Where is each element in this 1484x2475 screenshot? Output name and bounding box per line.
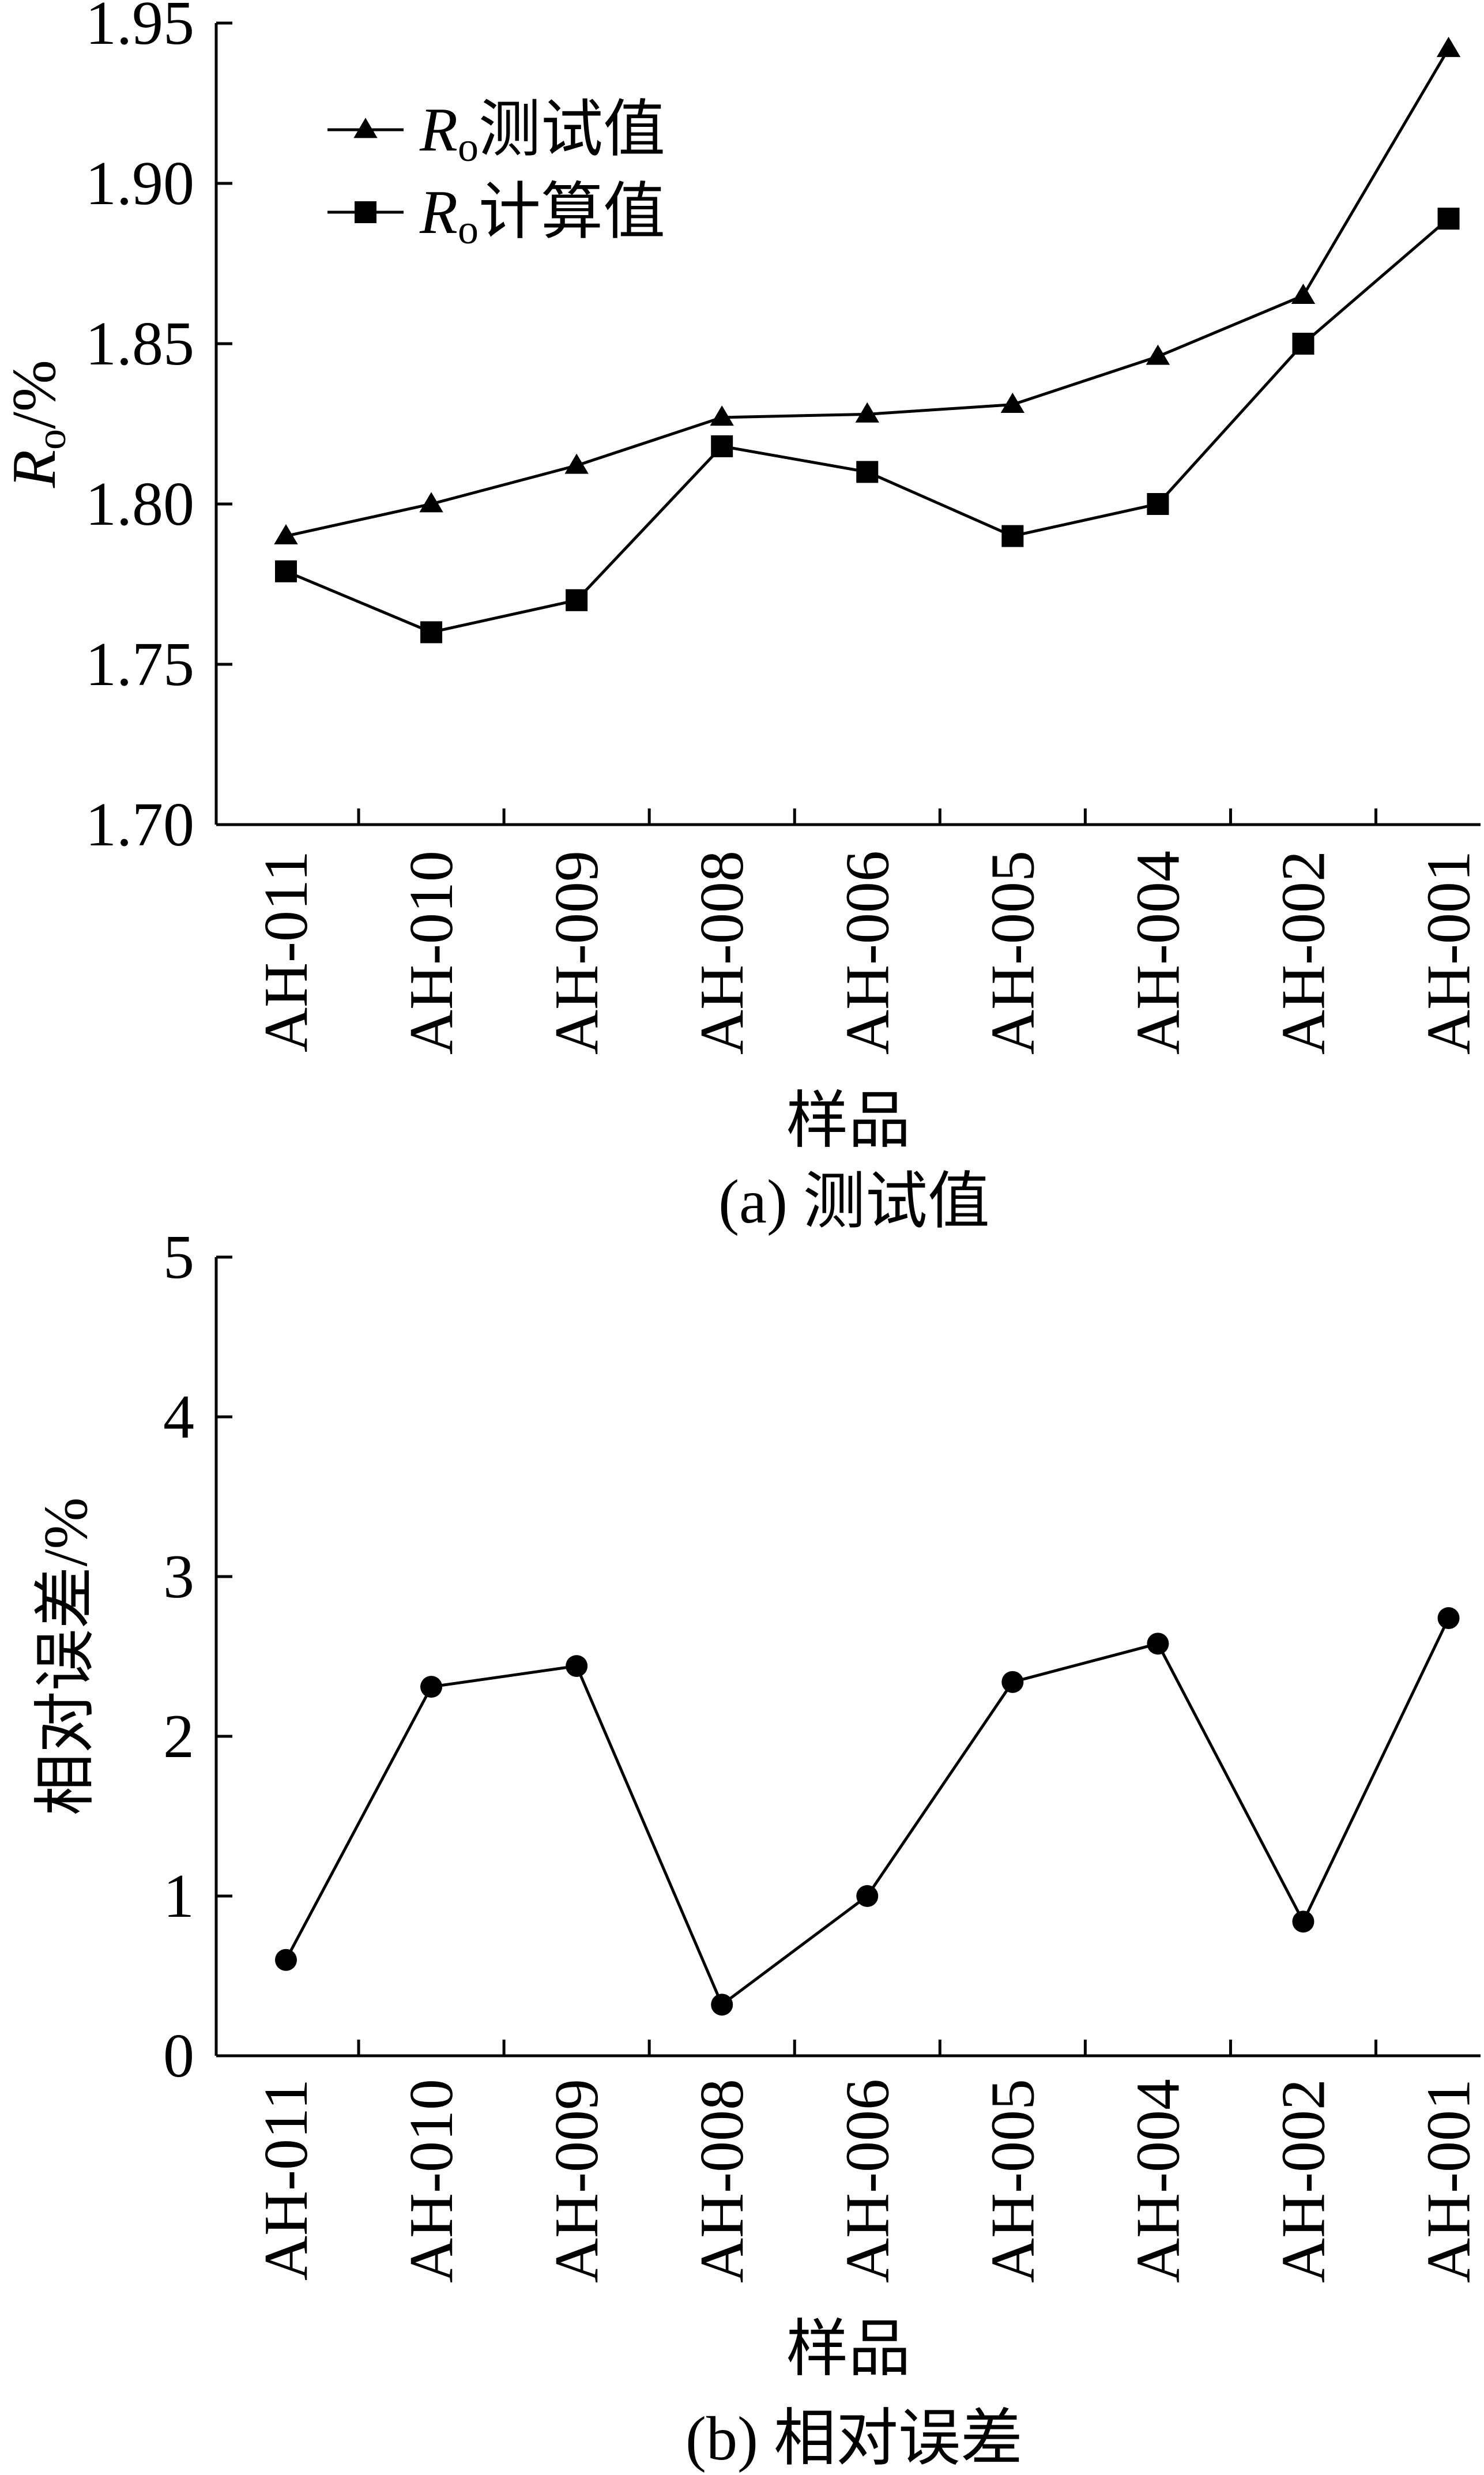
data-point bbox=[1291, 283, 1316, 304]
y-tick-label: 1.85 bbox=[85, 310, 194, 378]
y-tick-label: 1.80 bbox=[85, 470, 194, 539]
y-tick-label: 5 bbox=[163, 1223, 194, 1292]
legend-label-sub: o bbox=[458, 206, 479, 253]
data-point bbox=[274, 560, 297, 582]
chart-caption: (a) 测试值 bbox=[718, 1168, 990, 1236]
x-category-label: AH-004 bbox=[1124, 2079, 1192, 2283]
x-category-label: AH-011 bbox=[252, 851, 321, 1052]
data-point bbox=[564, 453, 589, 474]
x-category-label: AH-001 bbox=[1415, 851, 1483, 1055]
data-point bbox=[1000, 392, 1025, 413]
y-tick-label: 1.90 bbox=[85, 149, 194, 218]
x-category-label: AH-005 bbox=[978, 851, 1047, 1055]
x-category-label: AH-008 bbox=[688, 2079, 756, 2283]
y-tick-label: 1.75 bbox=[85, 630, 194, 699]
y-axis-title-rest: /% bbox=[0, 360, 69, 429]
legend-marker bbox=[353, 118, 378, 138]
data-point bbox=[1436, 36, 1461, 57]
data-point bbox=[855, 402, 879, 423]
x-category-label: AH-006 bbox=[833, 851, 902, 1055]
y-tick-label: 1 bbox=[163, 1862, 194, 1931]
series-line bbox=[284, 1617, 1450, 2007]
data-point bbox=[274, 1949, 297, 1971]
data-point bbox=[1437, 208, 1460, 230]
chart-b: 0 1 2 3 4 5 AH-011 AH-010 AH-009 AH-008 AH-006 AH-0… bbox=[32, 1223, 1483, 2473]
data-point bbox=[1292, 1910, 1314, 1933]
y-axis-title: 相对误差/% bbox=[32, 1498, 100, 1816]
y-tick-label: 0 bbox=[163, 2022, 194, 2090]
data-point bbox=[1292, 333, 1314, 355]
x-category-label: AH-006 bbox=[833, 2079, 902, 2283]
data-point bbox=[420, 621, 443, 644]
legend-label-main: R bbox=[419, 178, 458, 247]
x-category-label: AH-010 bbox=[397, 2079, 466, 2283]
data-point bbox=[566, 589, 588, 611]
x-category-label: AH-004 bbox=[1124, 851, 1192, 1055]
legend-label: Ro测试值 bbox=[419, 96, 665, 170]
legend-label-sub: o bbox=[458, 124, 479, 170]
data-point bbox=[1001, 525, 1024, 547]
legend-label-main: R bbox=[419, 96, 458, 164]
legend-label-rest: 测试值 bbox=[479, 96, 665, 164]
x-category-label: AH-002 bbox=[1269, 851, 1338, 1055]
chart-a: 1.70 1.75 1.80 1.85 1.90 1.95 AH-011 AH-010 AH-0… bbox=[0, 0, 1483, 1236]
y-tick-label: 2 bbox=[163, 1702, 194, 1771]
data-point bbox=[1147, 1633, 1169, 1655]
legend-label-rest: 计算值 bbox=[479, 178, 665, 247]
y-tick-label: 4 bbox=[163, 1383, 194, 1451]
y-axis-title-main: R bbox=[0, 450, 69, 488]
data-point bbox=[1146, 344, 1170, 365]
series-line bbox=[285, 217, 1450, 634]
series-1 bbox=[274, 36, 1461, 544]
x-category-label: AH-009 bbox=[543, 851, 611, 1055]
chart-caption: (b) 相对误差 bbox=[685, 2405, 1023, 2473]
series-2 bbox=[274, 208, 1460, 644]
data-point bbox=[1147, 493, 1169, 515]
legend-marker bbox=[355, 201, 376, 223]
data-point bbox=[711, 435, 733, 457]
x-category-label: AH-005 bbox=[978, 2079, 1047, 2283]
series-1 bbox=[274, 1607, 1460, 2016]
x-category-label: AH-009 bbox=[543, 2079, 611, 2283]
data-point bbox=[856, 461, 879, 483]
data-point bbox=[419, 492, 443, 513]
x-category-label: AH-010 bbox=[397, 851, 466, 1055]
x-axis-title: 样品 bbox=[786, 2315, 910, 2384]
x-category-label: AH-008 bbox=[688, 851, 756, 1055]
data-point bbox=[711, 1993, 733, 2016]
data-point bbox=[1437, 1607, 1460, 1630]
data-point bbox=[274, 524, 298, 544]
y-tick-label: 3 bbox=[163, 1543, 194, 1611]
data-point bbox=[1001, 1671, 1024, 1693]
x-axis-title: 样品 bbox=[786, 1087, 910, 1156]
data-point bbox=[566, 1655, 588, 1677]
data-point bbox=[710, 405, 734, 426]
y-tick-label: 1.95 bbox=[85, 0, 194, 58]
data-point bbox=[856, 1885, 879, 1907]
x-category-label: AH-001 bbox=[1415, 2079, 1483, 2283]
data-point bbox=[420, 1676, 443, 1698]
y-tick-label: 1.70 bbox=[85, 791, 194, 859]
legend-label: Ro计算值 bbox=[419, 178, 665, 253]
y-axis-title-sub: o bbox=[28, 429, 74, 450]
y-axis-title: Ro/% bbox=[0, 360, 74, 488]
x-category-label: AH-002 bbox=[1269, 2079, 1338, 2283]
x-category-label: AH-011 bbox=[252, 2079, 321, 2281]
